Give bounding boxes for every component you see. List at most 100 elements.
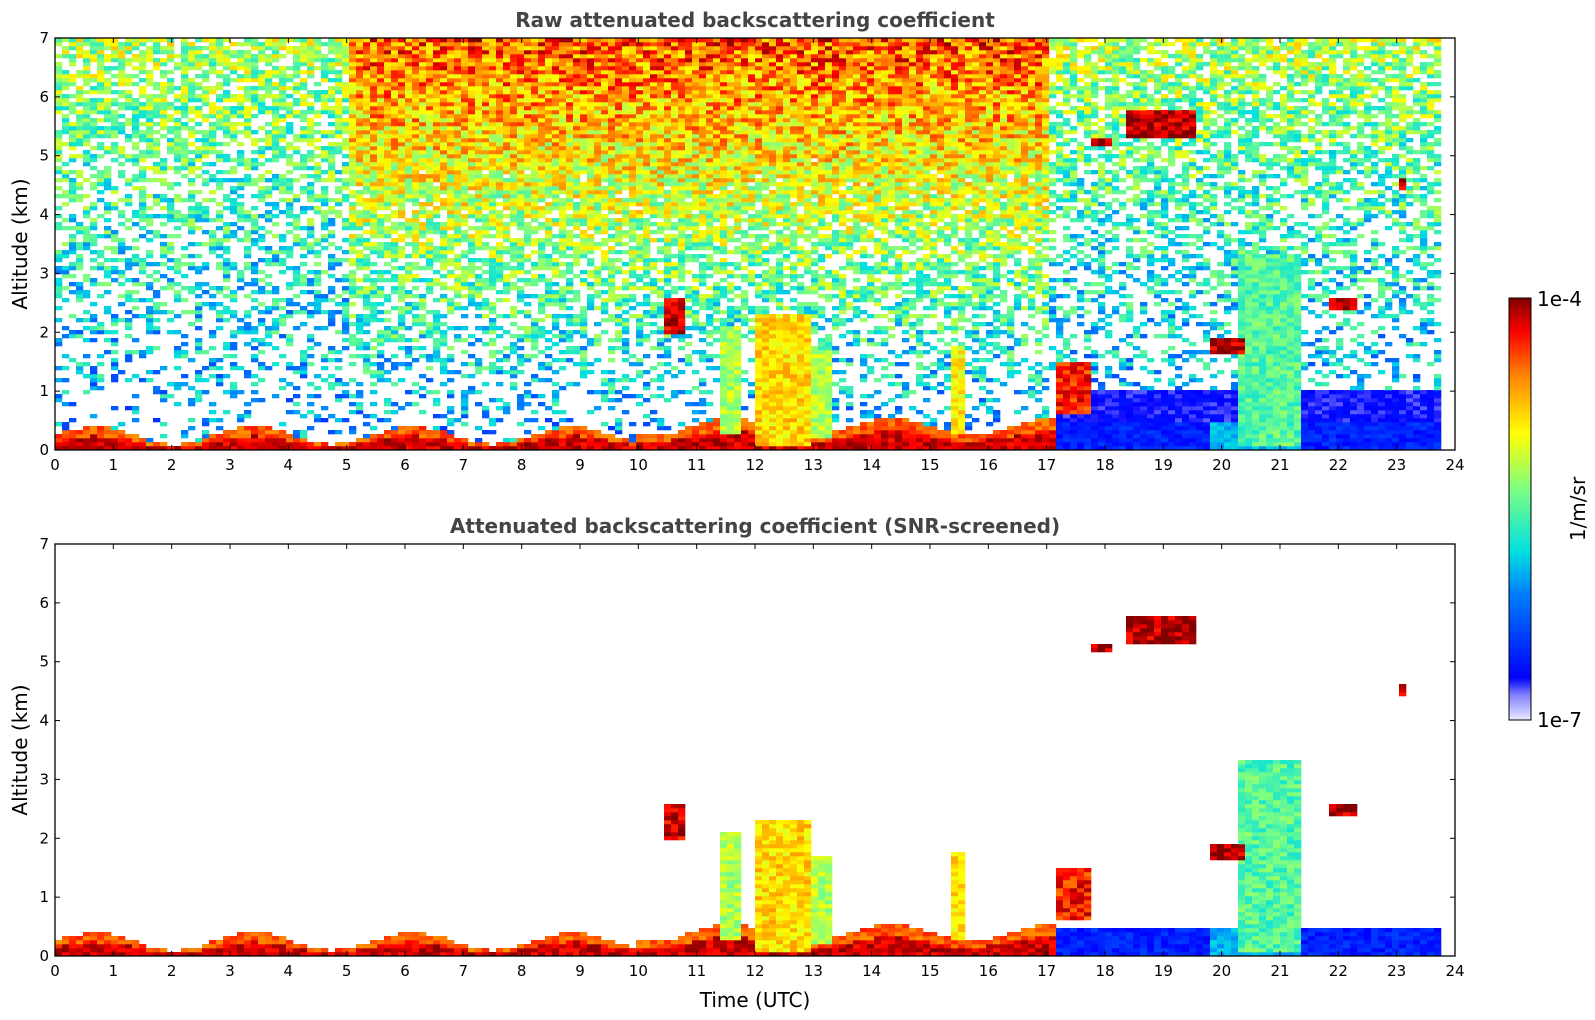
heat-cell [258, 286, 266, 291]
heat-cell [174, 446, 182, 450]
heat-cell [391, 186, 399, 191]
heat-cell [265, 62, 273, 67]
heat-cell [475, 150, 483, 155]
heat-cell [174, 258, 182, 263]
heat-cell [118, 222, 126, 227]
heat-cell [349, 166, 357, 171]
heat-cell [545, 230, 553, 235]
heat-cell [76, 254, 84, 259]
heat-cell [370, 110, 378, 115]
heat-cell [272, 286, 280, 291]
heat-cell [552, 430, 560, 435]
heat-cell [440, 338, 448, 343]
heat-cell [356, 62, 364, 67]
heat-cell [594, 390, 602, 395]
heat-cell [62, 434, 70, 439]
heat-cell [510, 62, 518, 67]
heat-cell [328, 142, 336, 147]
heat-cell [559, 146, 567, 151]
heat-cell [370, 318, 378, 323]
heat-cell [174, 266, 182, 271]
heat-cell [153, 86, 161, 91]
heat-cell [391, 306, 399, 311]
heat-cell [279, 434, 287, 439]
heat-cell [580, 278, 588, 283]
heat-cell [83, 150, 91, 155]
heat-cell [111, 442, 119, 447]
heat-cell [55, 378, 63, 383]
heat-cell [412, 430, 420, 435]
heat-cell [426, 154, 434, 159]
heat-cell [237, 102, 245, 107]
heat-cell [363, 106, 371, 111]
heat-cell [342, 306, 350, 311]
heat-cell [342, 98, 350, 103]
heat-cell [398, 166, 406, 171]
heat-cell [370, 370, 378, 375]
heat-cell [300, 306, 308, 311]
heat-cell [391, 434, 399, 439]
heat-cell [230, 298, 238, 303]
heat-cell [573, 202, 581, 207]
heat-cell [195, 346, 203, 351]
heat-cell [223, 194, 231, 199]
heat-cell [398, 246, 406, 251]
heat-cell [559, 222, 567, 227]
heat-cell [573, 190, 581, 195]
heat-cell [559, 154, 567, 159]
heat-cell [440, 58, 448, 63]
heat-cell [412, 198, 420, 203]
heat-cell [538, 438, 546, 443]
heat-cell [405, 226, 413, 231]
heat-cell [216, 254, 224, 259]
heat-cell [426, 430, 434, 435]
heat-cell [300, 362, 308, 367]
heat-cell [230, 290, 238, 295]
heat-cell [104, 274, 112, 279]
heat-cell [587, 370, 595, 375]
heat-cell [440, 70, 448, 75]
heat-cell [356, 98, 364, 103]
heat-cell [356, 42, 364, 47]
heat-cell [573, 274, 581, 279]
heat-cell [384, 46, 392, 51]
heat-cell [468, 82, 476, 87]
heat-cell [363, 174, 371, 179]
heat-cell [349, 86, 357, 91]
heat-cell [496, 358, 504, 363]
heat-cell [314, 290, 322, 295]
heat-cell [391, 58, 399, 63]
heat-cell [237, 218, 245, 223]
heat-cell [356, 330, 364, 335]
heat-cell [384, 250, 392, 255]
heat-cell [426, 122, 434, 127]
heat-cell [104, 146, 112, 151]
heat-cell [188, 166, 196, 171]
heat-cell [545, 430, 553, 435]
heat-cell [83, 122, 91, 127]
heat-cell [97, 234, 105, 239]
heat-cell [146, 318, 154, 323]
heat-cell [496, 258, 504, 263]
heat-cell [454, 442, 462, 447]
heat-cell [475, 206, 483, 211]
heat-cell [482, 302, 490, 307]
heat-cell [545, 78, 553, 83]
heat-cell [230, 230, 238, 235]
heat-cell [111, 142, 119, 147]
heat-cell [328, 110, 336, 115]
heat-cell [83, 390, 91, 395]
heat-cell [517, 402, 525, 407]
heat-cell [328, 178, 336, 183]
heat-cell [370, 146, 378, 151]
heat-cell [216, 426, 224, 431]
heat-cell [237, 150, 245, 155]
heat-cell [314, 446, 322, 450]
heat-cell [391, 222, 399, 227]
heat-cell [244, 294, 252, 299]
heat-cell [321, 110, 329, 115]
heat-cell [580, 38, 588, 43]
heat-cell [195, 302, 203, 307]
heat-cell [125, 218, 133, 223]
panel-title-raw: Raw attenuated backscattering coefficien… [515, 8, 995, 32]
